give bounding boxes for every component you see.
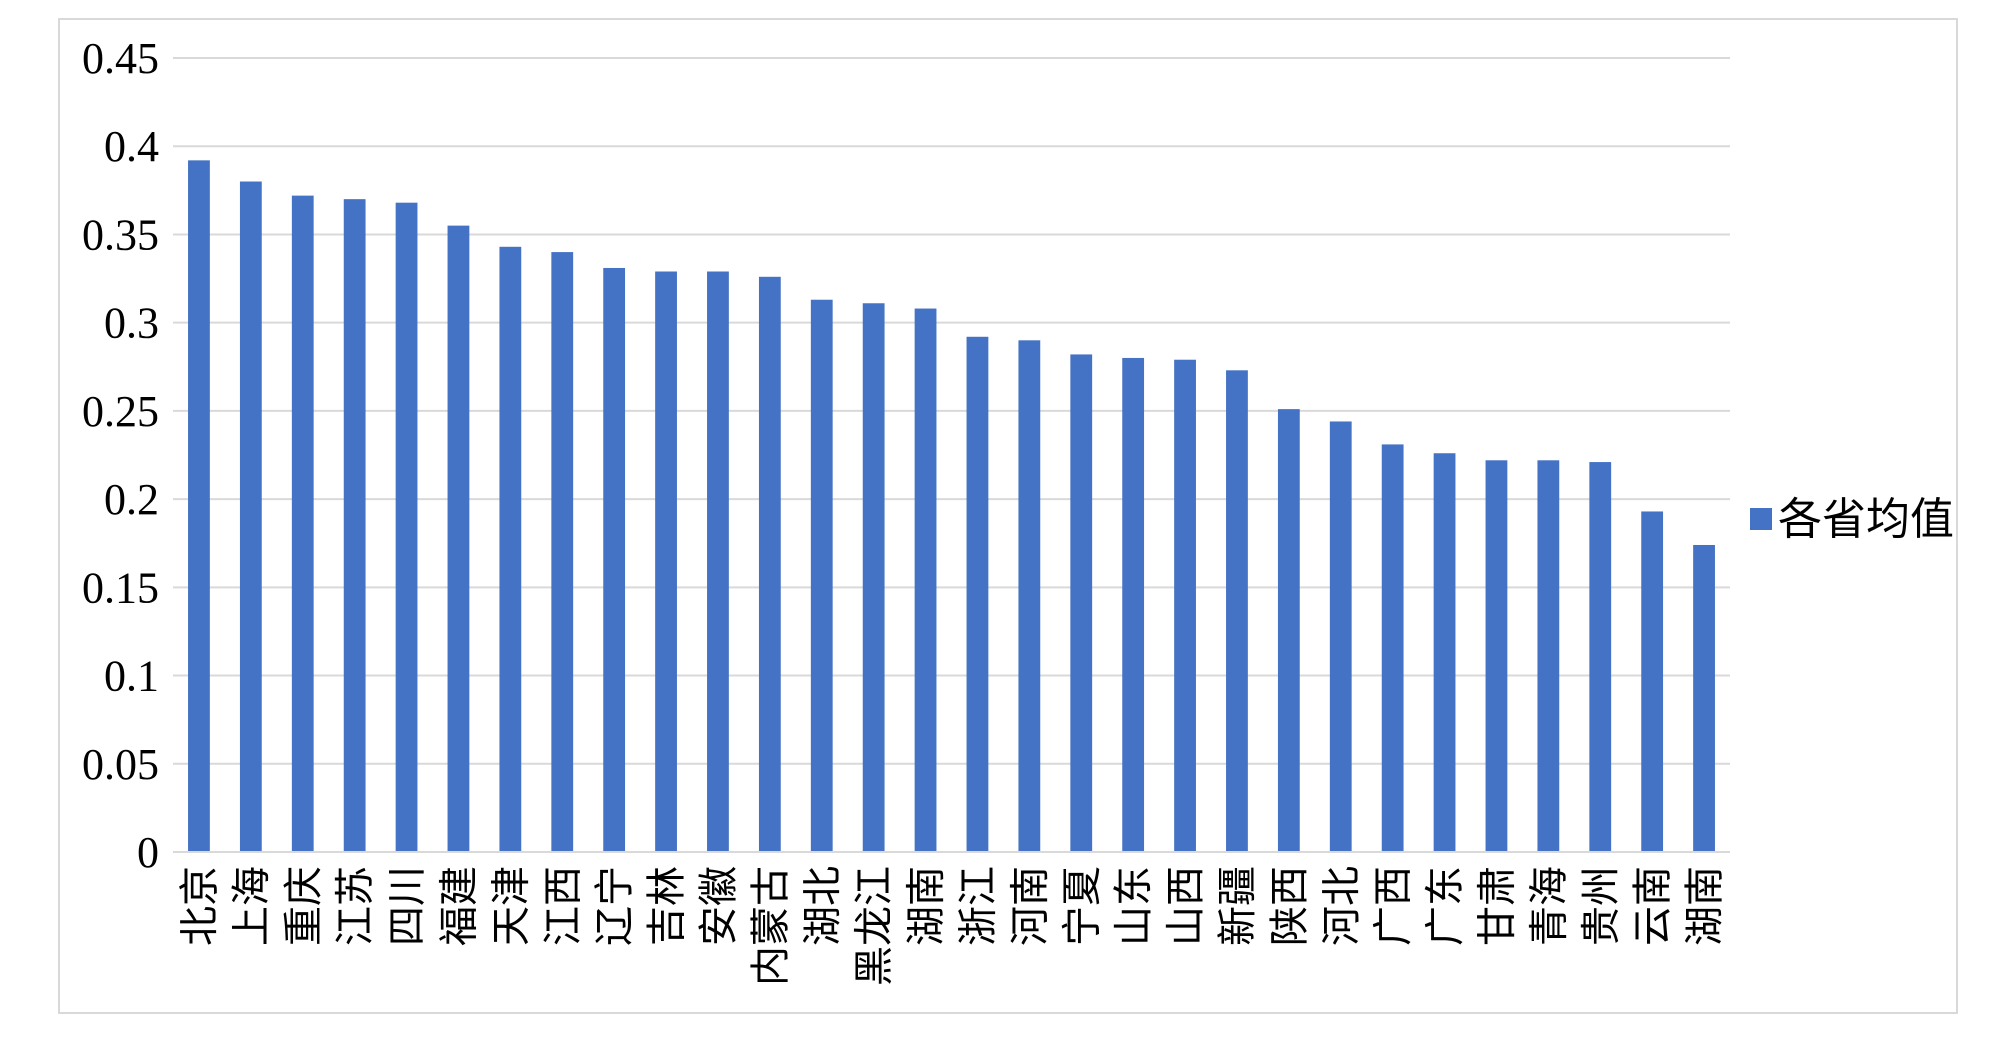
bar	[291, 195, 314, 853]
bar	[499, 246, 522, 853]
legend-swatch	[1750, 508, 1772, 530]
x-tick-label: 安徽	[696, 866, 742, 946]
x-tick-label: 天津	[488, 866, 534, 946]
x-tick-label: 湖南	[904, 866, 950, 946]
x-tick-label: 云南	[1630, 866, 1676, 946]
bar	[1018, 340, 1041, 852]
x-tick-label: 湖南	[1682, 866, 1728, 946]
bar	[603, 267, 626, 853]
bar	[447, 225, 470, 853]
bar	[1433, 453, 1456, 852]
x-tick-label: 河北	[1319, 866, 1365, 946]
x-tick-label: 浙江	[955, 866, 1001, 946]
bar	[1174, 359, 1196, 852]
x-tick-label: 内蒙古	[748, 866, 794, 986]
x-tick-label: 广东	[1423, 866, 1469, 946]
bar	[758, 276, 781, 852]
bar	[1070, 354, 1093, 852]
bar	[1226, 370, 1248, 852]
x-tick-label: 青海	[1526, 866, 1572, 946]
y-tick-label: 0.45	[82, 34, 159, 83]
bar	[655, 271, 677, 852]
bars	[188, 160, 1715, 853]
x-tick-label: 新疆	[1215, 866, 1261, 946]
bar	[914, 308, 937, 852]
x-tick-label: 福建	[436, 866, 482, 946]
gridlines	[173, 57, 1730, 765]
bar	[966, 336, 989, 852]
x-tick-label: 广西	[1371, 866, 1417, 946]
bar	[188, 160, 210, 853]
bar	[1381, 444, 1404, 852]
y-tick-label: 0	[137, 828, 159, 877]
y-tick-label: 0.4	[104, 122, 159, 171]
x-tick-label: 甘肃	[1474, 866, 1520, 946]
bar	[551, 252, 574, 853]
x-tick-label: 宁夏	[1059, 866, 1105, 946]
y-tick-label: 0.3	[104, 299, 159, 348]
x-tick-label: 河南	[1007, 866, 1053, 946]
bar	[1537, 460, 1560, 852]
bar	[343, 199, 366, 853]
y-tick-label: 0.25	[82, 387, 159, 436]
bar	[239, 181, 262, 852]
x-tick-label: 湖北	[800, 866, 846, 946]
x-tick-label: 重庆	[281, 866, 327, 946]
bar	[1122, 357, 1145, 852]
x-tick-label: 吉林	[644, 866, 690, 946]
bar	[1693, 544, 1715, 852]
x-tick-label: 辽宁	[592, 866, 638, 946]
bar	[1589, 462, 1612, 852]
x-tick-label: 山东	[1111, 866, 1157, 946]
x-tick-label: 四川	[385, 866, 431, 946]
x-axis-labels: 北京 上海 重庆 江苏 四川 福建 天津 江西 辽宁 吉林 安徽 内蒙古 湖北 黑龙江 湖南 浙江 河南 宁夏 山东…	[177, 866, 1728, 986]
y-axis-ticks: 0 0.05 0.1 0.15 0.2 0.25 0.3 0.35 0.4 0.45	[82, 34, 159, 877]
legend: 各省均值	[1750, 494, 1954, 545]
y-tick-label: 0.2	[104, 475, 159, 524]
y-tick-label: 0.05	[82, 740, 159, 789]
y-tick-label: 0.35	[82, 210, 159, 259]
x-tick-label: 贵州	[1578, 866, 1624, 946]
x-tick-label: 北京	[177, 866, 223, 946]
x-tick-label: 黑龙江	[852, 866, 898, 986]
legend-label: 各省均值	[1778, 494, 1954, 545]
bar	[1277, 409, 1300, 852]
x-tick-label: 山西	[1163, 866, 1209, 946]
x-tick-label: 上海	[229, 866, 275, 946]
bar	[707, 271, 729, 852]
bar	[395, 202, 418, 852]
x-tick-label: 陕西	[1267, 866, 1313, 946]
x-tick-label: 江西	[540, 866, 586, 946]
bar	[810, 299, 833, 852]
bar	[1485, 460, 1508, 852]
bar	[1641, 511, 1664, 852]
bar	[862, 303, 885, 852]
bar	[1329, 421, 1352, 852]
y-tick-label: 0.1	[104, 652, 159, 701]
y-tick-label: 0.15	[82, 563, 159, 612]
x-tick-label: 江苏	[333, 866, 379, 946]
